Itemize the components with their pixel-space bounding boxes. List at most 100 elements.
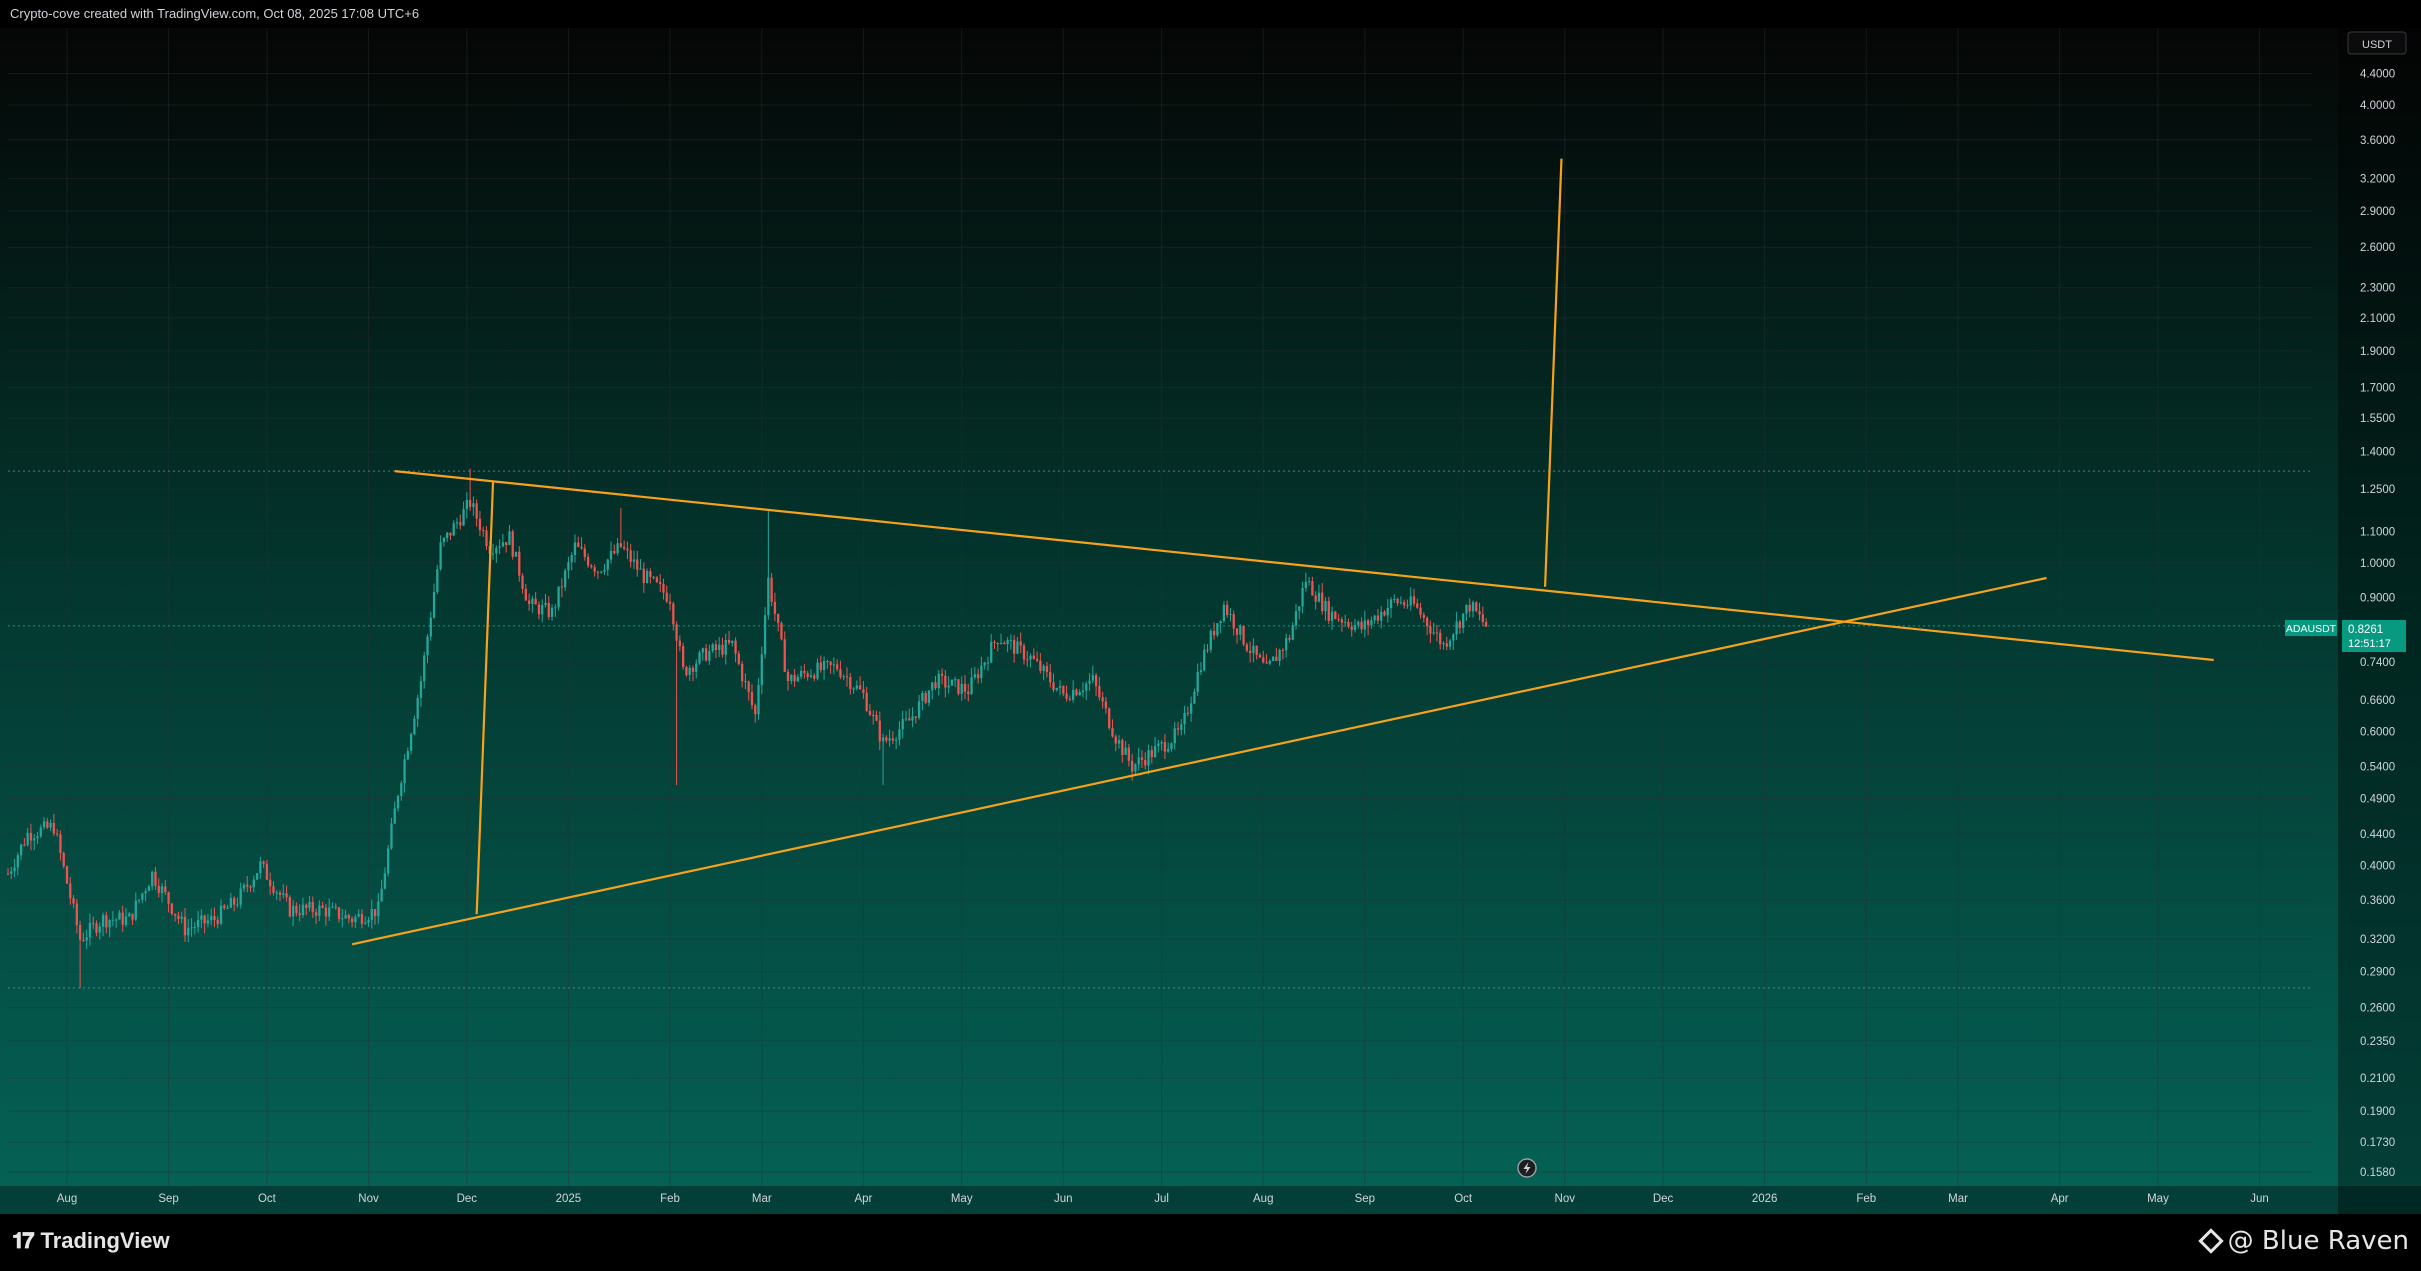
price-tick-label: 0.3600: [2360, 895, 2395, 907]
candle-body: [809, 675, 813, 678]
candle-body: [436, 569, 439, 592]
candle-body: [609, 550, 613, 560]
candle-body: [62, 852, 65, 867]
lightning-icon[interactable]: [1517, 1158, 1537, 1178]
candle-body: [239, 888, 242, 905]
candle-body: [508, 531, 511, 546]
trendline-flagpole-measure[interactable]: [475, 481, 495, 915]
candle-body: [334, 906, 337, 908]
candle-body: [262, 861, 265, 864]
candle-body: [1389, 599, 1393, 608]
candle-body: [1183, 712, 1186, 725]
currency-badge[interactable]: USDT: [2347, 31, 2407, 55]
candle-body: [678, 640, 682, 647]
candle-body: [655, 577, 659, 583]
candle-body: [213, 916, 216, 920]
time-tick-label: 2026: [1752, 1193, 1778, 1205]
candle-body: [10, 871, 13, 874]
candle-body: [632, 559, 636, 562]
tradingview-logo[interactable]: 𝟏𝟕 TradingView: [12, 1228, 170, 1254]
candle-body: [586, 556, 590, 566]
candle-body: [934, 682, 937, 689]
candle-body: [1265, 662, 1268, 664]
candle-body: [927, 690, 931, 703]
price-tick-label: 0.4400: [2360, 829, 2395, 841]
price-tick-label: 0.6600: [2360, 695, 2395, 707]
candle-body: [505, 542, 508, 546]
candle-body: [708, 651, 711, 661]
candle-body: [1130, 760, 1134, 772]
candle-body: [567, 562, 570, 571]
candle-body: [1481, 614, 1484, 622]
candle-body: [324, 907, 328, 917]
candle-body: [321, 905, 324, 908]
time-tick-label: Sep: [1355, 1193, 1375, 1205]
candle-body: [698, 652, 701, 664]
price-tick-label: 0.2900: [2360, 967, 2395, 979]
price-tick-label: 2.3000: [2360, 283, 2395, 295]
candle-body: [151, 871, 154, 887]
candle-body: [396, 795, 400, 809]
candle-body: [950, 679, 954, 686]
candle-body: [1380, 611, 1383, 621]
candle-body: [1252, 645, 1255, 653]
candle-body: [514, 551, 518, 557]
time-tick-label: Apr: [2051, 1193, 2069, 1205]
candle-body: [826, 661, 829, 663]
price-tick-label: 0.5400: [2360, 761, 2395, 773]
candle-body: [1321, 592, 1324, 612]
candle-body: [645, 571, 649, 584]
candle-body: [1478, 611, 1481, 615]
candle-body: [976, 674, 980, 679]
candle-body: [1366, 620, 1370, 626]
candle-body: [842, 676, 845, 678]
candle-body: [144, 891, 147, 894]
candle-body: [409, 734, 413, 751]
candle-body: [344, 915, 347, 919]
candle-body: [836, 664, 839, 670]
candle-body: [426, 636, 429, 656]
candle-body: [328, 907, 331, 917]
price-tick-label: 0.2350: [2360, 1036, 2395, 1048]
candle-body: [1432, 632, 1435, 634]
time-axis[interactable]: Aug Sep Oct Nov Dec 2025 Feb Mar Apr May Jun Jul Aug…: [57, 1193, 2269, 1205]
candle-body: [1344, 621, 1347, 623]
time-axis-background[interactable]: [0, 1186, 2421, 1214]
candle-body: [1248, 650, 1252, 653]
trendlines[interactable]: [351, 158, 2214, 946]
candle-body: [793, 675, 796, 682]
candle-body: [1353, 625, 1357, 631]
candle-body: [750, 692, 754, 706]
trendline-breakout-target[interactable]: [1543, 158, 1563, 587]
candle-body: [468, 499, 472, 508]
price-tag-bg: [2342, 620, 2406, 652]
candle-body: [931, 682, 934, 691]
candle-body: [1189, 703, 1193, 714]
candle-body: [101, 915, 105, 927]
time-tick-label: Apr: [854, 1193, 872, 1205]
candle-body: [731, 640, 734, 643]
candle-body: [1085, 683, 1088, 691]
candle-body: [763, 615, 767, 655]
candle-body: [1081, 690, 1085, 693]
candle-body: [970, 677, 973, 695]
candle-body: [446, 532, 449, 539]
candle-body: [1163, 741, 1167, 752]
price-chart[interactable]: 4.4000 4.0000 3.6000 3.2000 2.9000 2.6000 2.30…: [0, 28, 2421, 1214]
candle-body: [1465, 604, 1468, 614]
candle-body: [990, 641, 993, 663]
price-axis[interactable]: 4.4000 4.0000 3.6000 3.2000 2.9000 2.6000 2.30…: [2360, 69, 2395, 1180]
trendline-lower-support[interactable]: [351, 576, 2047, 946]
candle-body: [613, 550, 616, 554]
candle-body: [593, 567, 596, 572]
candle-body: [203, 915, 206, 924]
candle-body: [1337, 618, 1340, 620]
candle-body: [160, 886, 164, 893]
last-price-value: 0.8261: [2348, 624, 2383, 636]
candle-body: [1419, 607, 1422, 615]
trendline-upper-resistance[interactable]: [394, 470, 2214, 662]
candle-body: [554, 607, 557, 609]
candle-body: [1409, 596, 1412, 606]
candle-body: [187, 927, 190, 936]
candle-body: [491, 553, 495, 555]
